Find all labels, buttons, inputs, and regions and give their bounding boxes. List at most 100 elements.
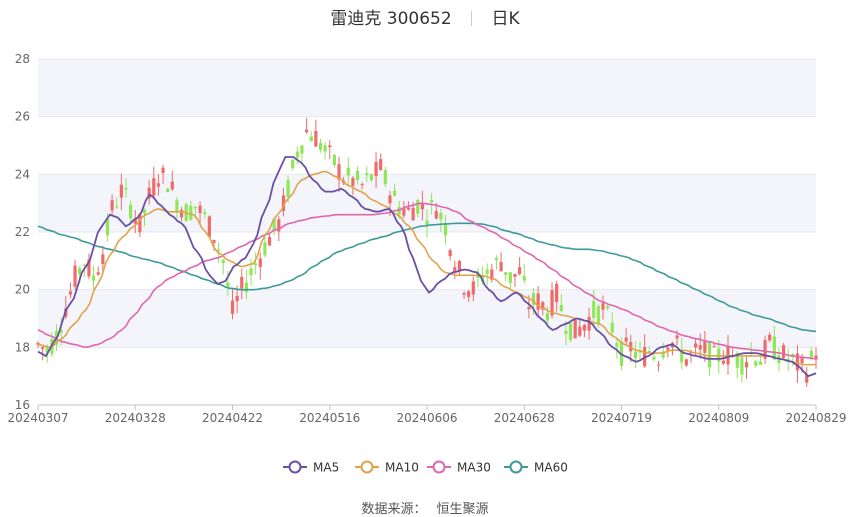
candle[interactable] [754,361,758,366]
candle[interactable] [138,214,142,233]
candle[interactable] [221,260,225,263]
legend-marker-ma60[interactable] [509,460,523,474]
candle[interactable] [675,335,679,339]
candle[interactable] [300,145,304,154]
candle[interactable] [318,143,323,150]
candle[interactable] [277,219,281,232]
candle[interactable] [129,204,133,219]
candle[interactable] [814,355,818,360]
candle[interactable] [527,307,531,310]
candle[interactable] [721,360,725,364]
candle[interactable] [101,254,105,264]
legend-marker-ma10[interactable] [360,460,374,474]
candle[interactable] [36,342,40,345]
candle[interactable] [365,173,369,176]
candle[interactable] [693,343,698,348]
candle[interactable] [564,330,568,335]
candle[interactable] [805,374,809,383]
candle[interactable] [499,262,503,272]
candle[interactable] [379,159,383,170]
candle[interactable] [541,302,545,310]
candle[interactable] [337,164,341,180]
candle[interactable] [235,295,239,302]
candle[interactable] [96,272,100,275]
candle[interactable] [522,276,526,281]
candle[interactable] [355,171,360,181]
candle[interactable] [647,351,651,353]
candle[interactable] [240,276,244,289]
candle[interactable] [559,304,563,312]
candle[interactable] [323,145,327,152]
candle[interactable] [448,250,452,257]
candle[interactable] [314,130,318,147]
candle[interactable] [304,129,309,133]
candle[interactable] [758,361,763,365]
candle[interactable] [189,205,193,220]
candle[interactable] [152,178,156,196]
candle[interactable] [508,272,512,283]
candle[interactable] [504,272,508,276]
moving-average-lines[interactable] [37,156,817,378]
candle[interactable] [550,290,554,316]
candle[interactable] [82,264,86,266]
candle[interactable] [596,305,600,324]
legend-label-ma60[interactable]: MA60 [534,461,568,475]
candle[interactable] [142,209,147,214]
candle[interactable] [430,199,434,203]
candle[interactable] [749,351,753,353]
candle[interactable] [91,275,96,281]
candle[interactable] [351,177,355,186]
candle[interactable] [411,207,415,221]
candle[interactable] [203,211,207,214]
candle[interactable] [698,345,702,350]
candle[interactable] [263,242,267,256]
candle[interactable] [175,200,179,212]
candle[interactable] [110,200,114,211]
candle[interactable] [119,184,123,198]
candle[interactable] [420,203,424,210]
candle[interactable] [369,174,374,181]
legend[interactable]: MA5 MA10 MA30 MA60 [283,460,568,475]
candle[interactable] [346,167,350,176]
candle[interactable] [513,273,517,277]
candle[interactable] [735,352,739,368]
candle[interactable] [800,356,804,363]
candle[interactable] [286,180,290,198]
candle[interactable] [494,257,499,261]
candle[interactable] [453,267,457,273]
candle[interactable] [726,345,730,365]
candle[interactable] [212,239,216,244]
candle[interactable] [587,316,591,331]
candle[interactable] [147,187,151,199]
candle[interactable] [291,159,295,169]
candle[interactable] [161,167,165,174]
candle[interactable] [707,342,712,368]
candle[interactable] [73,265,77,287]
candle[interactable] [615,343,619,347]
candle[interactable] [809,350,813,359]
candle[interactable] [763,340,767,359]
candle[interactable] [230,300,235,314]
candle[interactable] [744,362,749,368]
candle[interactable] [536,293,540,310]
candle[interactable] [258,258,262,267]
candle[interactable] [328,145,332,147]
candle[interactable] [545,312,550,321]
candle[interactable] [124,187,128,190]
candle[interactable] [332,154,336,166]
candle[interactable] [133,218,137,224]
candle[interactable] [217,249,221,252]
candle[interactable] [582,324,587,331]
candle[interactable] [439,212,443,220]
candle[interactable] [610,322,614,333]
candle[interactable] [772,336,776,360]
candle[interactable] [309,136,313,142]
candle[interactable] [680,349,684,363]
candle[interactable] [156,183,161,187]
candle[interactable] [768,334,772,341]
candle[interactable] [41,347,45,349]
period-label[interactable]: 日K [491,9,520,29]
legend-marker-ma5[interactable] [288,460,302,474]
candle[interactable] [179,209,184,218]
